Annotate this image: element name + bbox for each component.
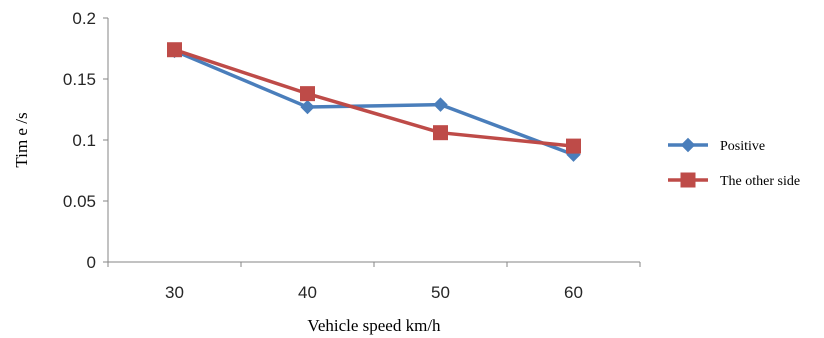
x-tick-label: 40	[298, 283, 317, 302]
legend: Positive The other side	[668, 137, 800, 189]
x-tick-label: 30	[165, 283, 184, 302]
x-tick-label: 50	[431, 283, 450, 302]
data-point-square	[433, 125, 448, 141]
y-tick-label: 0	[87, 253, 96, 272]
data-point-square	[566, 138, 581, 154]
data-point-diamond	[300, 99, 315, 115]
series-2	[167, 42, 581, 154]
series-line	[173, 48, 574, 148]
series-line	[173, 49, 575, 157]
legend-item-1: Positive	[668, 137, 765, 154]
series-group	[167, 42, 581, 162]
axes	[103, 17, 641, 267]
data-point-square	[167, 42, 182, 58]
legend-label: Positive	[720, 139, 765, 154]
legend-label: The other side	[720, 174, 800, 189]
x-tick-label: 60	[564, 283, 583, 302]
legend-diamond-marker	[680, 137, 696, 153]
y-axis-title: Tim e /s	[12, 112, 31, 167]
data-point-diamond	[433, 97, 448, 112]
series-1	[167, 43, 581, 162]
labels: 0 0.05 0.1 0.15 0.2 30 40 50 60 Vehicle speed km/…	[12, 9, 583, 335]
data-point-square	[300, 86, 315, 102]
y-tick-label: 0.2	[72, 9, 96, 28]
x-axis-title: Vehicle speed km/h	[307, 316, 441, 335]
legend-item-2: The other side	[668, 172, 800, 189]
y-tick-label: 0.15	[63, 70, 96, 89]
y-tick-label: 0.05	[63, 192, 96, 211]
y-tick-label: 0.1	[72, 131, 96, 150]
legend-square-marker	[680, 172, 696, 188]
